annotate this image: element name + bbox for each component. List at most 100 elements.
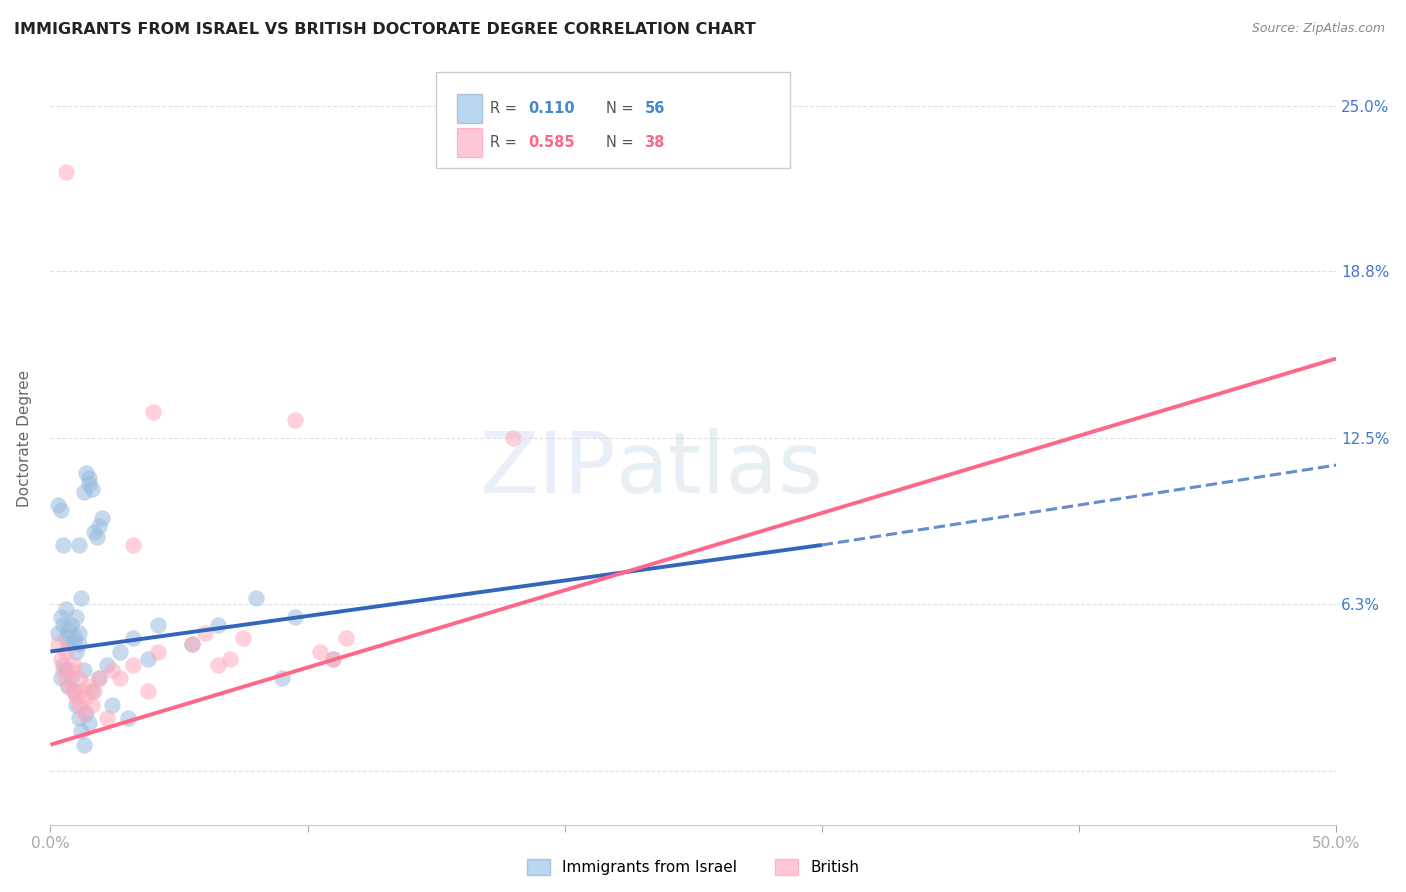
- Point: [284, 610, 307, 624]
- Point: [73, 484, 96, 499]
- Point: [86, 530, 108, 544]
- Point: [46, 498, 69, 512]
- Point: [73, 663, 96, 677]
- Point: [67, 538, 90, 552]
- Point: [322, 652, 344, 666]
- Point: [65, 610, 87, 624]
- Point: [502, 432, 524, 446]
- Point: [67, 698, 90, 712]
- Point: [90, 511, 112, 525]
- Point: [55, 671, 77, 685]
- Point: [180, 636, 202, 650]
- Point: [77, 476, 100, 491]
- FancyBboxPatch shape: [436, 71, 790, 169]
- Point: [67, 625, 90, 640]
- Point: [49, 652, 72, 666]
- Y-axis label: Doctorate Degree: Doctorate Degree: [17, 370, 32, 507]
- Text: IMMIGRANTS FROM ISRAEL VS BRITISH DOCTORATE DEGREE CORRELATION CHART: IMMIGRANTS FROM ISRAEL VS BRITISH DOCTOR…: [14, 22, 756, 37]
- FancyBboxPatch shape: [457, 94, 482, 123]
- Point: [67, 711, 90, 725]
- Point: [180, 636, 202, 650]
- Point: [62, 684, 84, 698]
- Point: [75, 466, 97, 480]
- Point: [121, 538, 143, 552]
- Point: [46, 625, 69, 640]
- Point: [67, 636, 90, 650]
- Point: [80, 482, 103, 496]
- Point: [148, 644, 170, 658]
- Point: [49, 610, 72, 624]
- Point: [108, 644, 131, 658]
- Point: [148, 618, 170, 632]
- Point: [55, 631, 77, 645]
- Text: N =: N =: [606, 136, 638, 150]
- Point: [52, 538, 75, 552]
- Point: [52, 663, 75, 677]
- Point: [67, 671, 90, 685]
- Point: [136, 684, 159, 698]
- Point: [121, 657, 143, 672]
- Text: R =: R =: [491, 136, 522, 150]
- Point: [89, 671, 111, 685]
- Point: [101, 663, 124, 677]
- Point: [335, 631, 357, 645]
- Point: [62, 628, 84, 642]
- Point: [77, 679, 100, 693]
- Point: [75, 690, 97, 704]
- Point: [121, 631, 143, 645]
- Point: [59, 671, 82, 685]
- Point: [49, 671, 72, 685]
- Point: [70, 684, 93, 698]
- Point: [55, 602, 77, 616]
- Point: [65, 690, 87, 704]
- Point: [70, 591, 93, 606]
- Point: [117, 711, 139, 725]
- Point: [62, 684, 84, 698]
- Point: [245, 591, 267, 606]
- Text: ZIP: ZIP: [479, 428, 616, 511]
- Point: [207, 657, 229, 672]
- Point: [55, 165, 77, 179]
- Point: [309, 644, 332, 658]
- Text: 56: 56: [644, 101, 665, 116]
- Point: [108, 671, 131, 685]
- Text: N =: N =: [606, 101, 638, 116]
- Point: [232, 631, 254, 645]
- Point: [58, 636, 80, 650]
- Point: [83, 524, 105, 539]
- FancyBboxPatch shape: [457, 128, 482, 157]
- Point: [52, 657, 75, 672]
- Point: [49, 503, 72, 517]
- Point: [101, 698, 124, 712]
- Point: [59, 663, 82, 677]
- Text: 0.110: 0.110: [529, 101, 575, 116]
- Point: [219, 652, 242, 666]
- Point: [58, 679, 80, 693]
- Point: [73, 738, 96, 752]
- Point: [89, 671, 111, 685]
- Point: [270, 671, 292, 685]
- Point: [55, 644, 77, 658]
- Point: [284, 413, 307, 427]
- Point: [65, 698, 87, 712]
- Point: [77, 471, 100, 485]
- Point: [136, 652, 159, 666]
- Point: [80, 698, 103, 712]
- Point: [322, 652, 344, 666]
- Point: [58, 624, 80, 638]
- Point: [80, 684, 103, 698]
- Text: 0.585: 0.585: [529, 136, 575, 150]
- Text: 38: 38: [644, 136, 665, 150]
- Text: R =: R =: [491, 101, 522, 116]
- Point: [207, 618, 229, 632]
- Point: [65, 644, 87, 658]
- Text: atlas: atlas: [616, 428, 824, 511]
- Point: [62, 633, 84, 648]
- Point: [73, 706, 96, 720]
- Point: [89, 519, 111, 533]
- Point: [46, 636, 69, 650]
- Point: [83, 684, 105, 698]
- Point: [75, 706, 97, 720]
- Point: [142, 405, 165, 419]
- Point: [77, 716, 100, 731]
